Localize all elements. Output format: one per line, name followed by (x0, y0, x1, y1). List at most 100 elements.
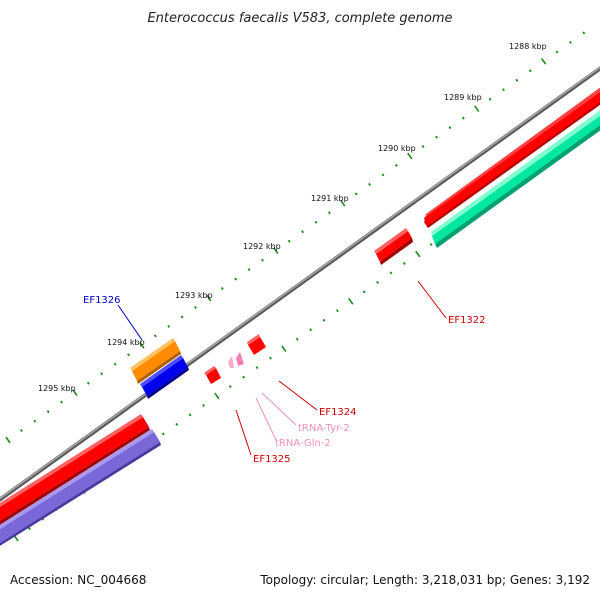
minor-tick-mark (175, 422, 179, 426)
minor-tick-mark (255, 366, 259, 370)
minor-tick-mark (421, 145, 425, 149)
major-tick-mark (348, 298, 354, 305)
ef1322-leader (417, 280, 447, 319)
minor-tick-mark (354, 192, 358, 196)
minor-tick-mark (194, 305, 197, 309)
minor-tick-mark (161, 432, 165, 436)
major-tick-mark (407, 152, 413, 160)
minor-tick-mark (60, 400, 63, 404)
minor-tick-mark (381, 173, 385, 177)
gene-label-trna-gln-2: tRNA-Gln-2 (275, 438, 331, 449)
minor-tick-mark (528, 69, 532, 73)
minor-tick-mark (33, 419, 37, 423)
minor-tick-mark (220, 287, 224, 291)
minor-tick-mark (295, 337, 299, 341)
minor-tick-mark (435, 135, 438, 139)
gene-ef1326-block[interactable] (140, 355, 189, 399)
genome-summary-text: Topology: circular; Length: 3,218,031 bp… (260, 573, 590, 587)
minor-tick-mark (368, 182, 372, 186)
minor-tick-mark (376, 280, 380, 284)
major-tick-mark (340, 200, 346, 207)
minor-tick-mark (301, 230, 305, 234)
minor-tick-mark (389, 271, 393, 275)
gene-ef1325-block[interactable] (204, 366, 221, 384)
minor-tick-mark (502, 88, 505, 92)
major-tick-mark (5, 436, 11, 444)
minor-tick-mark (242, 375, 246, 379)
minor-tick-mark (247, 268, 251, 272)
minor-tick-mark (261, 258, 264, 262)
tick-label: 1288 kbp (509, 42, 547, 51)
minor-tick-mark (86, 381, 90, 385)
minor-tick-mark (515, 78, 519, 82)
minor-tick-mark (269, 356, 272, 360)
major-tick-mark (281, 345, 287, 352)
minor-tick-mark (335, 309, 339, 313)
gene-ef1322-block[interactable] (374, 228, 413, 265)
minor-tick-mark (309, 328, 313, 332)
trna-tyr-2-leader (261, 392, 297, 426)
minor-tick-mark (188, 413, 192, 417)
minor-tick-mark (153, 334, 157, 338)
minor-tick-mark (429, 243, 433, 247)
tick-label: 1295 kbp (38, 384, 76, 393)
minor-tick-mark (322, 318, 326, 322)
minor-tick-mark (314, 220, 318, 224)
minor-tick-mark (461, 116, 465, 120)
minor-tick-mark (27, 527, 31, 531)
minor-tick-mark (228, 385, 232, 389)
gene-label-ef1325: EF1325 (253, 454, 291, 465)
red-feature-outer[interactable] (424, 84, 600, 228)
major-tick-mark (214, 392, 220, 400)
tick-label: 1291 kbp (311, 194, 349, 203)
minor-tick-mark (202, 403, 205, 407)
genome-backbone-highlight (0, 66, 600, 500)
gene-label-ef1326: EF1326 (83, 295, 121, 306)
minor-tick-mark (19, 429, 23, 433)
tick-label: 1289 kbp (444, 93, 482, 102)
tick-label: 1290 kbp (378, 144, 416, 153)
gene-ef1324-block[interactable] (247, 334, 266, 355)
map-title: Enterococcus faecalis V583, complete gen… (147, 11, 452, 26)
major-tick-mark (206, 294, 212, 302)
minor-tick-mark (46, 410, 50, 414)
minor-tick-mark (569, 40, 572, 44)
major-tick-mark (541, 58, 547, 65)
gene-label-trna-tyr-2: tRNA-Tyr-2 (298, 423, 350, 434)
minor-tick-mark (448, 126, 452, 130)
genome-backbone (0, 66, 600, 502)
green-feature[interactable] (431, 106, 600, 248)
major-tick-mark (273, 247, 279, 254)
minor-tick-mark (127, 353, 130, 357)
trna-gln-2-leader (255, 397, 277, 441)
minor-tick-mark (180, 315, 184, 319)
minor-tick-mark (100, 372, 104, 376)
minor-tick-mark (362, 290, 366, 294)
minor-tick-mark (402, 261, 406, 265)
minor-tick-mark (167, 324, 171, 328)
minor-tick-mark (394, 163, 398, 167)
outer-tick-ring (5, 31, 586, 444)
major-tick-mark (139, 342, 145, 349)
minor-tick-mark (113, 362, 117, 366)
red-feature-lower[interactable] (0, 414, 150, 528)
purple-feature[interactable] (0, 429, 161, 549)
minor-tick-mark (488, 97, 492, 101)
orange-feature[interactable] (130, 338, 181, 384)
ef1326-leader (117, 304, 143, 341)
minor-tick-mark (327, 211, 331, 215)
major-tick-mark (474, 105, 480, 112)
accession-text: Accession: NC_004668 (10, 573, 147, 587)
gene-label-ef1324: EF1324 (319, 407, 357, 418)
minor-tick-mark (287, 239, 291, 243)
major-tick-mark (415, 250, 421, 258)
tick-label: 1292 kbp (243, 242, 281, 251)
trna-tyr-2-block[interactable] (236, 352, 244, 366)
major-tick-mark (72, 389, 78, 396)
ef1324-leader (278, 380, 318, 411)
tick-label: 1294 kbp (107, 338, 145, 347)
tick-label: 1293 kbp (175, 291, 213, 300)
trna-gln-2-block[interactable] (228, 356, 234, 368)
gene-label-ef1322: EF1322 (448, 315, 486, 326)
